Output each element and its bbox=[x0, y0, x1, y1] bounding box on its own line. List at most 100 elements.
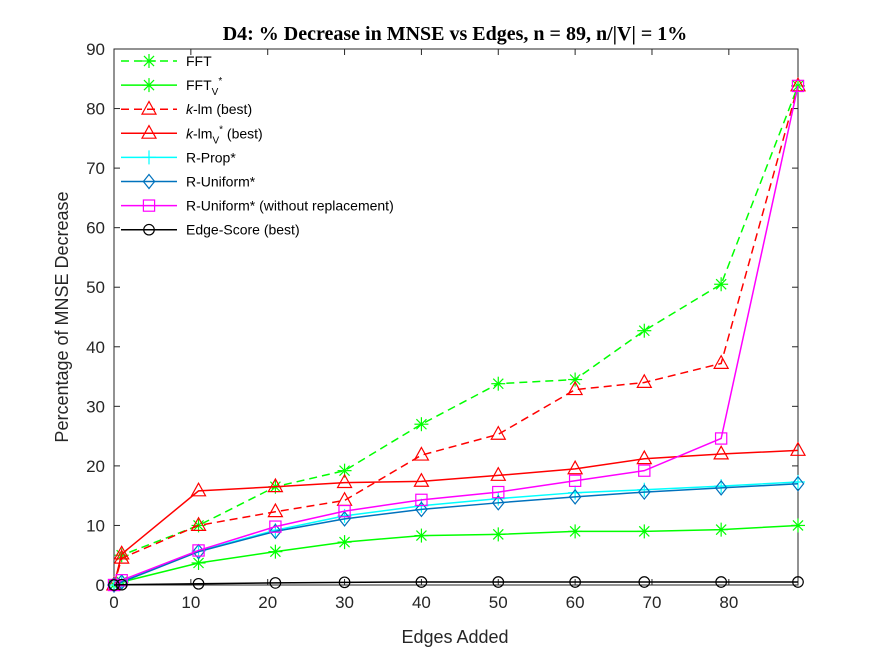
data-point-marker bbox=[192, 577, 205, 590]
data-point-marker bbox=[636, 449, 653, 465]
series-6 bbox=[107, 79, 805, 592]
data-point-marker bbox=[714, 522, 729, 537]
y-tick-label: 20 bbox=[86, 457, 105, 476]
data-point-marker bbox=[413, 446, 430, 461]
series-3 bbox=[105, 441, 807, 591]
x-tick-label: 60 bbox=[566, 593, 585, 612]
chart-title: D4: % Decrease in MNSE vs Edges, n = 89,… bbox=[223, 23, 688, 45]
data-point-marker bbox=[414, 528, 429, 543]
legend-item: k-lm (best) bbox=[121, 100, 252, 117]
y-tick-label: 60 bbox=[86, 219, 105, 238]
data-point-marker bbox=[568, 372, 583, 387]
legend-item: FFT bbox=[121, 53, 212, 69]
data-point-marker bbox=[140, 124, 158, 139]
legend-item: R-Uniform* (without replacement) bbox=[121, 198, 394, 214]
legend-item: k-lmV* (best) bbox=[121, 124, 263, 146]
data-point-marker bbox=[492, 576, 505, 588]
legend: FFT FFTV* k-lm (best) k-lmV* (best) R-Prop* R… bbox=[121, 53, 394, 238]
data-point-marker bbox=[267, 477, 284, 493]
series-line bbox=[113, 85, 799, 586]
series-layer bbox=[105, 76, 807, 593]
data-point-marker bbox=[143, 223, 155, 236]
data-point-marker bbox=[714, 432, 728, 445]
x-tick-label: 50 bbox=[489, 593, 508, 612]
data-point-marker bbox=[490, 466, 507, 481]
legend-item: Edge-Score (best) bbox=[121, 222, 300, 238]
y-axis-label: Percentage of MNSE Decrease bbox=[52, 191, 72, 442]
series-line bbox=[113, 85, 799, 586]
axes: 0 10 20 30 40 50 60 70 80 0 10 20 30 40 50 60 70 80 90 bbox=[86, 40, 799, 612]
data-point-marker bbox=[638, 464, 651, 477]
data-point-marker bbox=[142, 199, 156, 212]
data-point-marker bbox=[414, 417, 429, 432]
data-point-marker bbox=[791, 475, 805, 492]
data-point-marker bbox=[190, 481, 207, 497]
x-tick-label: 40 bbox=[412, 593, 431, 612]
data-point-marker bbox=[638, 576, 651, 588]
data-point-marker bbox=[415, 501, 428, 518]
data-point-marker bbox=[792, 576, 804, 588]
data-point-marker bbox=[338, 504, 351, 518]
data-point-marker bbox=[269, 577, 282, 589]
legend-item: R-Prop* bbox=[121, 149, 236, 165]
data-point-marker bbox=[190, 516, 207, 531]
data-point-marker bbox=[113, 549, 130, 564]
legend-label: FFT bbox=[186, 53, 212, 69]
data-point-marker bbox=[568, 488, 582, 505]
y-tick-label: 80 bbox=[86, 100, 105, 119]
data-point-marker bbox=[569, 576, 581, 588]
series-line bbox=[113, 449, 799, 586]
series-line bbox=[113, 85, 799, 586]
legend-label: R-Uniform* (without replacement) bbox=[186, 198, 394, 214]
data-point-marker bbox=[267, 502, 284, 518]
data-point-marker bbox=[491, 494, 505, 511]
x-tick-label: 70 bbox=[643, 593, 662, 612]
y-tick-label: 10 bbox=[86, 516, 105, 535]
y-tick-label: 40 bbox=[86, 338, 105, 357]
data-point-marker bbox=[715, 576, 727, 588]
data-point-marker bbox=[115, 578, 128, 591]
data-point-marker bbox=[108, 579, 120, 591]
data-point-marker bbox=[568, 474, 582, 487]
data-point-marker bbox=[142, 150, 156, 165]
data-point-marker bbox=[268, 544, 283, 559]
data-point-marker bbox=[142, 78, 156, 93]
y-tick-label: 70 bbox=[86, 159, 105, 178]
legend-label: k-lm (best) bbox=[186, 101, 252, 117]
x-tick-label: 20 bbox=[258, 593, 277, 612]
data-point-marker bbox=[336, 473, 353, 489]
data-point-marker bbox=[637, 484, 651, 501]
data-point-marker bbox=[637, 323, 652, 338]
y-tick-label: 90 bbox=[86, 40, 105, 59]
data-point-marker bbox=[140, 100, 158, 115]
legend-item: R-Uniform* bbox=[121, 174, 256, 190]
data-point-marker bbox=[567, 380, 584, 396]
data-point-marker bbox=[337, 535, 352, 550]
data-point-marker bbox=[492, 485, 505, 499]
data-point-marker bbox=[142, 173, 156, 190]
data-point-marker bbox=[338, 576, 351, 589]
axes-box bbox=[113, 48, 799, 586]
data-point-marker bbox=[269, 523, 282, 540]
legend-label: Edge-Score (best) bbox=[186, 222, 300, 238]
legend-label: FFTV* bbox=[186, 76, 222, 98]
x-axis-label: Edges Added bbox=[401, 627, 508, 647]
y-tick-label: 30 bbox=[86, 397, 105, 416]
series-line bbox=[113, 581, 798, 586]
data-point-marker bbox=[713, 445, 730, 460]
legend-item: FFTV* bbox=[121, 76, 222, 98]
series-7 bbox=[108, 576, 804, 591]
x-tick-label: 30 bbox=[335, 593, 354, 612]
data-point-marker bbox=[491, 376, 506, 391]
data-point-marker bbox=[491, 527, 506, 542]
data-point-marker bbox=[714, 277, 729, 292]
data-point-marker bbox=[713, 354, 730, 369]
data-point-marker bbox=[636, 373, 653, 389]
data-point-marker bbox=[413, 472, 430, 487]
x-tick-label: 0 bbox=[109, 593, 118, 612]
legend-label: R-Prop* bbox=[186, 149, 236, 165]
legend-label: k-lmV* (best) bbox=[186, 124, 263, 146]
data-point-marker bbox=[490, 425, 507, 440]
plot-area bbox=[114, 49, 798, 585]
